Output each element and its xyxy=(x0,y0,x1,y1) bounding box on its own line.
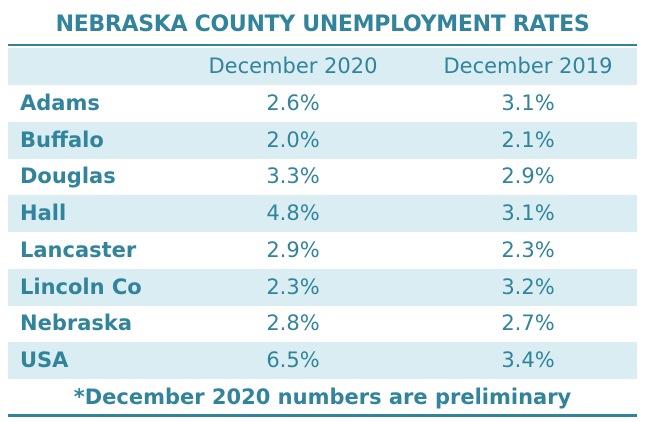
cell: 2.3% xyxy=(266,274,320,299)
column-header: December 2020 xyxy=(208,54,378,78)
bottom-rule xyxy=(8,414,637,417)
table-row: Adams 2.6% 3.1% xyxy=(8,85,637,122)
table-row: Douglas 3.3% 2.9% xyxy=(8,158,637,195)
table-row: Lancaster 2.9% 2.3% xyxy=(8,232,637,269)
cell: 6.5% xyxy=(266,347,320,372)
table-row: Hall 4.8% 3.1% xyxy=(8,195,637,233)
table-row: Nebraska 2.8% 2.7% xyxy=(8,305,637,342)
row-label: USA xyxy=(20,347,69,372)
table-row: Lincoln Co 2.3% 3.2% xyxy=(8,268,637,306)
cell: 3.3% xyxy=(266,164,320,189)
table-row: USA 6.5% 3.4% xyxy=(8,341,637,379)
column-header: December 2019 xyxy=(443,54,613,78)
cell: 2.9% xyxy=(501,164,555,189)
cell: 4.8% xyxy=(266,201,320,226)
table-title: NEBRASKA COUNTY UNEMPLOYMENT RATES xyxy=(55,12,590,37)
row-label: Nebraska xyxy=(20,311,133,336)
cell: 2.1% xyxy=(501,127,555,152)
row-label: Douglas xyxy=(20,164,116,189)
cell: 2.6% xyxy=(266,91,320,115)
header-row: December 2020 December 2019 xyxy=(8,48,637,85)
title-rule xyxy=(8,44,637,46)
cell: 2.8% xyxy=(266,311,320,336)
row-label: Lancaster xyxy=(20,237,137,262)
cell: 2.9% xyxy=(266,237,320,262)
cell: 2.0% xyxy=(266,127,320,152)
cell: 3.1% xyxy=(501,201,555,226)
table-row: Buffalo 2.0% 2.1% xyxy=(8,121,637,159)
cell: 3.1% xyxy=(501,91,555,115)
row-label: Buffalo xyxy=(20,127,104,152)
row-label: Hall xyxy=(20,201,67,226)
cell: 3.4% xyxy=(501,347,555,372)
cell: 2.7% xyxy=(501,311,555,336)
cell: 2.3% xyxy=(501,237,555,262)
row-label: Lincoln Co xyxy=(20,274,142,299)
cell: 3.2% xyxy=(501,274,555,299)
row-label: Adams xyxy=(20,91,100,115)
footnote: *December 2020 numbers are preliminary xyxy=(73,385,572,409)
